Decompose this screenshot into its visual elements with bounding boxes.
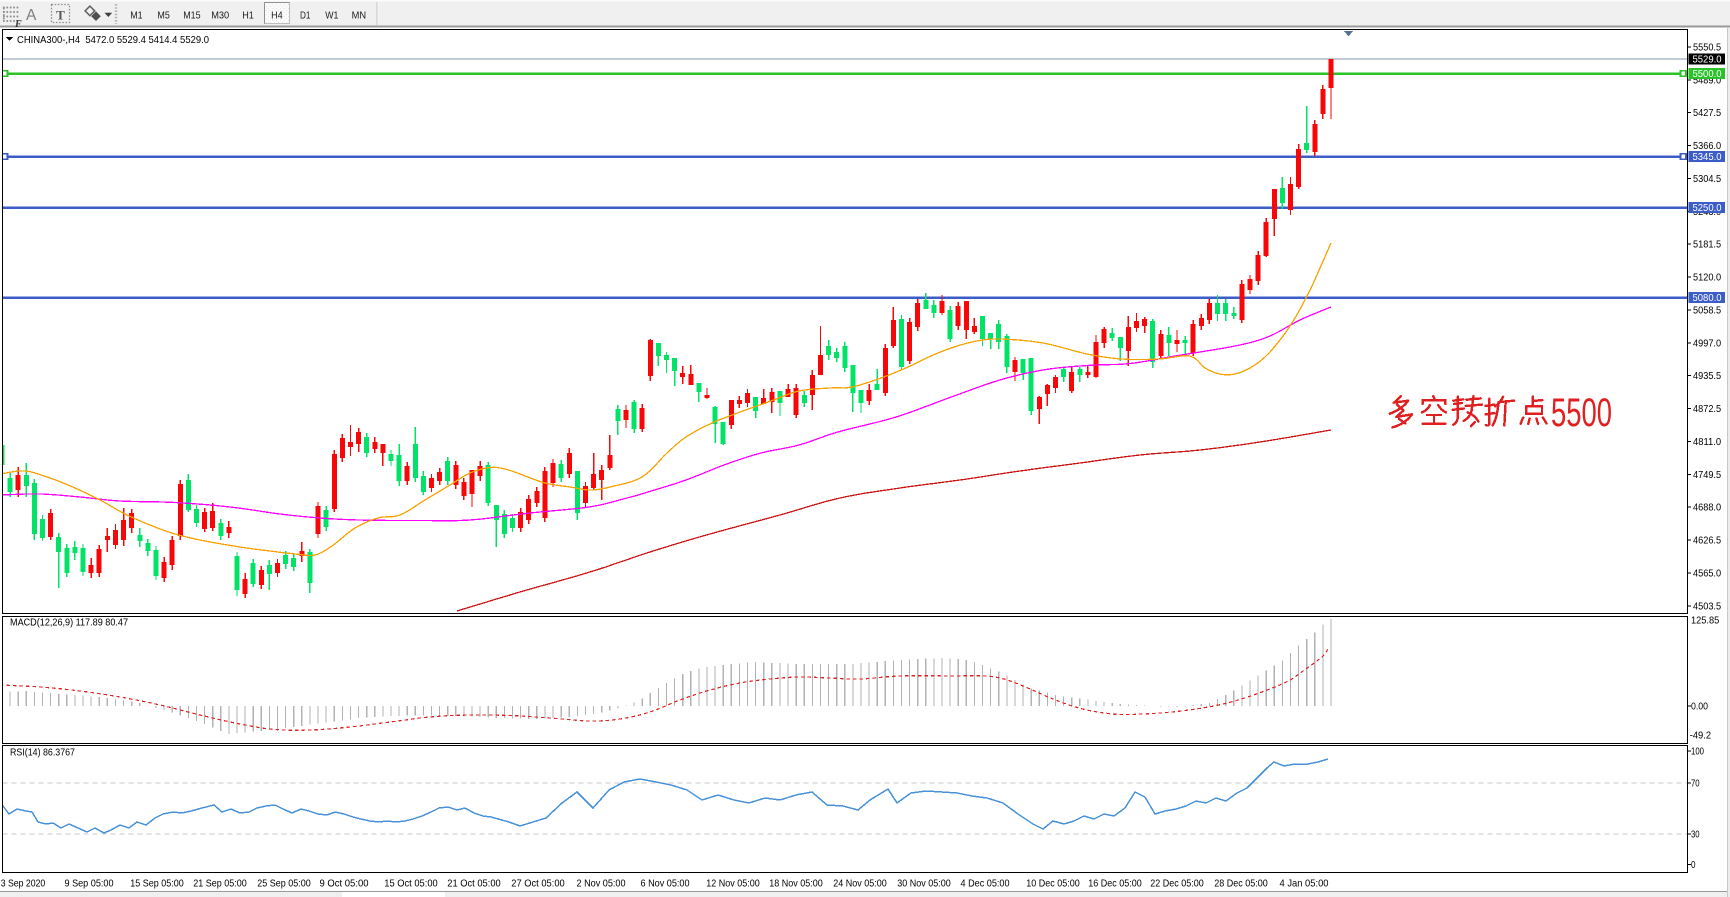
svg-text:4811.0: 4811.0	[1693, 436, 1721, 448]
svg-text:0.00: 0.00	[1691, 701, 1708, 713]
svg-text:5345.0: 5345.0	[1693, 151, 1722, 163]
svg-text:M15: M15	[183, 10, 201, 22]
svg-text:0: 0	[1691, 859, 1696, 871]
svg-text:4 Dec 05:00: 4 Dec 05:00	[961, 878, 1010, 890]
svg-text:MN: MN	[352, 10, 367, 22]
svg-text:5366.0: 5366.0	[1693, 140, 1721, 152]
svg-text:D1: D1	[300, 10, 311, 22]
svg-text:MACD(12,26,9) 117.89 80.47: MACD(12,26,9) 117.89 80.47	[10, 617, 128, 629]
svg-text:24 Nov 05:00: 24 Nov 05:00	[833, 878, 887, 890]
svg-text:H4: H4	[271, 10, 283, 22]
svg-text:5304.5: 5304.5	[1693, 173, 1721, 185]
svg-text:30: 30	[1691, 829, 1700, 841]
svg-text:A: A	[26, 7, 37, 24]
svg-text:100: 100	[1691, 746, 1704, 758]
svg-text:4565.0: 4565.0	[1693, 567, 1721, 579]
svg-text:W1: W1	[325, 10, 338, 22]
svg-text:T: T	[56, 8, 65, 23]
svg-text:125.85: 125.85	[1691, 615, 1719, 627]
svg-text:70: 70	[1691, 778, 1700, 790]
svg-text:M30: M30	[211, 10, 229, 22]
svg-text:12 Nov 05:00: 12 Nov 05:00	[706, 878, 760, 890]
svg-text:16 Dec 05:00: 16 Dec 05:00	[1088, 878, 1142, 890]
svg-text:5080.0: 5080.0	[1693, 292, 1722, 304]
svg-text:4997.0: 4997.0	[1693, 337, 1721, 349]
svg-text:21 Oct 05:00: 21 Oct 05:00	[447, 878, 501, 890]
svg-text:4749.5: 4749.5	[1693, 469, 1721, 481]
svg-text:4688.0: 4688.0	[1693, 502, 1721, 514]
svg-text:4503.5: 4503.5	[1693, 600, 1721, 612]
svg-text:25 Sep 05:00: 25 Sep 05:00	[257, 878, 311, 890]
svg-text:RSI(14) 86.3767: RSI(14) 86.3767	[10, 747, 75, 759]
svg-text:15 Oct 05:00: 15 Oct 05:00	[384, 878, 438, 890]
svg-text:CHINA300-,H4 5472.0 5529.4 54: CHINA300-,H4 5472.0 5529.4 5414.4 5529.0	[17, 34, 209, 46]
svg-text:2 Nov 05:00: 2 Nov 05:00	[577, 878, 626, 890]
svg-text:15 Sep 05:00: 15 Sep 05:00	[130, 878, 184, 890]
svg-text:5500.0: 5500.0	[1693, 68, 1722, 80]
svg-text:5120.0: 5120.0	[1693, 272, 1721, 284]
svg-text:F: F	[14, 19, 22, 28]
svg-text:10 Dec 05:00: 10 Dec 05:00	[1026, 878, 1080, 890]
svg-text:-49.2: -49.2	[1690, 730, 1712, 742]
svg-text:5500: 5500	[1551, 391, 1612, 435]
svg-text:27 Oct 05:00: 27 Oct 05:00	[511, 878, 565, 890]
svg-text:5529.0: 5529.0	[1693, 54, 1722, 66]
svg-text:6 Nov 05:00: 6 Nov 05:00	[641, 878, 690, 890]
svg-text:4935.5: 4935.5	[1693, 370, 1721, 382]
svg-text:5250.0: 5250.0	[1693, 202, 1722, 214]
svg-text:21 Sep 05:00: 21 Sep 05:00	[193, 878, 247, 890]
svg-text:30 Nov 05:00: 30 Nov 05:00	[897, 878, 951, 890]
svg-text:H1: H1	[242, 10, 254, 22]
svg-text:5427.5: 5427.5	[1693, 107, 1721, 119]
svg-text:9 Oct 05:00: 9 Oct 05:00	[320, 878, 369, 890]
svg-text:5181.5: 5181.5	[1693, 239, 1721, 251]
svg-text:4 Jan 05:00: 4 Jan 05:00	[1280, 878, 1329, 890]
svg-text:M1: M1	[130, 10, 143, 22]
svg-text:5058.5: 5058.5	[1693, 304, 1721, 316]
svg-text:28 Dec 05:00: 28 Dec 05:00	[1214, 878, 1268, 890]
svg-text:5550.5: 5550.5	[1693, 42, 1721, 54]
svg-text:3 Sep 2020: 3 Sep 2020	[1, 878, 46, 890]
svg-text:M5: M5	[157, 10, 170, 22]
svg-text:22 Dec 05:00: 22 Dec 05:00	[1150, 878, 1204, 890]
svg-text:4626.5: 4626.5	[1693, 535, 1721, 547]
svg-text:9 Sep 05:00: 9 Sep 05:00	[65, 878, 114, 890]
svg-text:18 Nov 05:00: 18 Nov 05:00	[769, 878, 823, 890]
svg-text:4872.5: 4872.5	[1693, 403, 1721, 415]
